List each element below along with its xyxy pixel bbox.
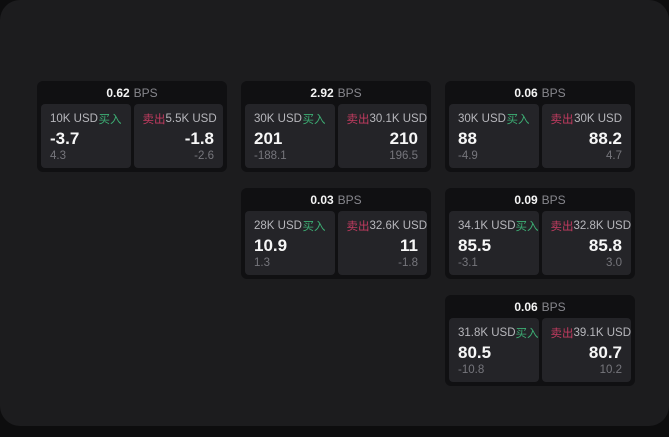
- sell-sub-value: -1.8: [398, 256, 418, 269]
- bps-unit-label: BPS: [133, 85, 158, 100]
- bps-value: 0.06: [514, 85, 538, 100]
- buy-size-label: 30K USD: [458, 113, 506, 125]
- buy-price: 201: [254, 129, 283, 149]
- bps-value: 0.03: [310, 192, 334, 207]
- bps-value: 0.06: [514, 299, 538, 314]
- sell-price: 210: [389, 129, 418, 149]
- sell-badge: 卖出: [550, 114, 574, 126]
- buy-sub-value: 4.3: [50, 149, 66, 162]
- buy-price: 85.5: [458, 236, 492, 256]
- sell-size-label: 5.5K USD: [165, 113, 217, 125]
- buy-sub-value: -188.1: [254, 149, 287, 162]
- buy-tile[interactable]: 30K USD 买入 88 -4.9: [449, 104, 539, 168]
- sell-badge: 卖出: [142, 114, 166, 126]
- sell-sub-value: 3.0: [606, 256, 622, 269]
- card-header: 0.09 BPS: [445, 188, 635, 211]
- sell-price: 80.7: [588, 343, 622, 363]
- buy-sub-value: 1.3: [254, 256, 270, 269]
- sell-sub-value: 196.5: [389, 149, 418, 162]
- buy-sub-value: -4.9: [458, 149, 478, 162]
- sell-tile[interactable]: 卖出 32.8K USD 85.8 3.0: [541, 211, 632, 275]
- sell-size-label: 30.1K USD: [369, 113, 428, 125]
- sell-sub-value: 4.7: [606, 149, 622, 162]
- quote-card: 2.92 BPS 30K USD 买入 201 -188.1 卖出 30.1K …: [241, 81, 431, 172]
- sell-badge: 卖出: [550, 328, 574, 340]
- quote-panels: 34.1K USD 买入 85.5 -3.1 卖出 32.8K USD 85.8…: [445, 211, 635, 279]
- buy-tile[interactable]: 31.8K USD 买入 80.5 -10.8: [449, 318, 539, 382]
- buy-tile[interactable]: 34.1K USD 买入 85.5 -3.1: [449, 211, 539, 275]
- card-header: 2.92 BPS: [241, 81, 431, 104]
- sell-size-label: 32.6K USD: [369, 220, 428, 232]
- buy-tile[interactable]: 10K USD 买入 -3.7 4.3: [41, 104, 131, 168]
- quote-panels: 31.8K USD 买入 80.5 -10.8 卖出 39.1K USD 80.…: [445, 318, 635, 386]
- sell-size-label: 32.8K USD: [573, 220, 632, 232]
- buy-badge: 买入: [98, 114, 122, 126]
- sell-price: 85.8: [588, 236, 622, 256]
- buy-sub-value: -3.1: [458, 256, 478, 269]
- quote-card: 0.09 BPS 34.1K USD 买入 85.5 -3.1 卖出 32.8K…: [445, 188, 635, 279]
- cards-grid: 0.62 BPS 10K USD 买入 -3.7 4.3 卖出 5.5K USD…: [37, 81, 635, 386]
- bps-value: 0.09: [514, 192, 538, 207]
- buy-size-label: 31.8K USD: [458, 327, 516, 339]
- card-header: 0.62 BPS: [37, 81, 227, 104]
- buy-price: 10.9: [254, 236, 288, 256]
- sell-badge: 卖出: [550, 221, 574, 233]
- sell-sub-value: 10.2: [599, 363, 622, 376]
- quote-panels: 28K USD 买入 10.9 1.3 卖出 32.6K USD 11 -1.8: [241, 211, 431, 279]
- card-header: 0.06 BPS: [445, 81, 635, 104]
- quote-card: 0.06 BPS 31.8K USD 买入 80.5 -10.8 卖出 39.1…: [445, 295, 635, 386]
- bps-value: 0.62: [106, 85, 130, 100]
- sell-tile[interactable]: 卖出 30K USD 88.2 4.7: [541, 104, 631, 168]
- buy-badge: 买入: [515, 221, 539, 233]
- sell-tile[interactable]: 卖出 5.5K USD -1.8 -2.6: [133, 104, 223, 168]
- buy-size-label: 10K USD: [50, 113, 98, 125]
- buy-size-label: 34.1K USD: [458, 220, 516, 232]
- buy-price: -3.7: [50, 129, 80, 149]
- buy-badge: 买入: [302, 221, 326, 233]
- buy-size-label: 30K USD: [254, 113, 302, 125]
- sell-tile[interactable]: 卖出 30.1K USD 210 196.5: [337, 104, 428, 168]
- card-header: 0.03 BPS: [241, 188, 431, 211]
- buy-tile[interactable]: 28K USD 买入 10.9 1.3: [245, 211, 335, 275]
- quote-panels: 10K USD 买入 -3.7 4.3 卖出 5.5K USD -1.8 -2.…: [37, 104, 227, 172]
- quote-card: 0.06 BPS 30K USD 买入 88 -4.9 卖出 30K USD 8…: [445, 81, 635, 172]
- quote-card: 0.03 BPS 28K USD 买入 10.9 1.3 卖出 32.6K US…: [241, 188, 431, 279]
- buy-badge: 买入: [515, 328, 539, 340]
- sell-price: -1.8: [184, 129, 214, 149]
- sell-price: 88.2: [588, 129, 622, 149]
- quote-card: 0.62 BPS 10K USD 买入 -3.7 4.3 卖出 5.5K USD…: [37, 81, 227, 172]
- bps-unit-label: BPS: [337, 85, 362, 100]
- buy-price: 88: [458, 129, 477, 149]
- sell-size-label: 30K USD: [574, 113, 622, 125]
- card-header: 0.06 BPS: [445, 295, 635, 318]
- buy-badge: 买入: [302, 114, 326, 126]
- bps-unit-label: BPS: [541, 85, 566, 100]
- bps-unit-label: BPS: [541, 192, 566, 207]
- buy-price: 80.5: [458, 343, 492, 363]
- buy-sub-value: -10.8: [458, 363, 485, 376]
- quote-panels: 30K USD 买入 88 -4.9 卖出 30K USD 88.2 4.7: [445, 104, 635, 172]
- sell-tile[interactable]: 卖出 32.6K USD 11 -1.8: [337, 211, 428, 275]
- bps-unit-label: BPS: [541, 299, 566, 314]
- sell-tile[interactable]: 卖出 39.1K USD 80.7 10.2: [541, 318, 632, 382]
- sell-sub-value: -2.6: [194, 149, 214, 162]
- sell-badge: 卖出: [346, 221, 370, 233]
- buy-badge: 买入: [506, 114, 530, 126]
- sell-badge: 卖出: [346, 114, 370, 126]
- bps-unit-label: BPS: [337, 192, 362, 207]
- sell-size-label: 39.1K USD: [573, 327, 632, 339]
- quote-panels: 30K USD 买入 201 -188.1 卖出 30.1K USD 210 1…: [241, 104, 431, 172]
- buy-tile[interactable]: 30K USD 买入 201 -188.1: [245, 104, 335, 168]
- sell-price: 11: [400, 236, 418, 256]
- buy-size-label: 28K USD: [254, 220, 302, 232]
- page-panel: 0.62 BPS 10K USD 买入 -3.7 4.3 卖出 5.5K USD…: [0, 0, 669, 426]
- bps-value: 2.92: [310, 85, 334, 100]
